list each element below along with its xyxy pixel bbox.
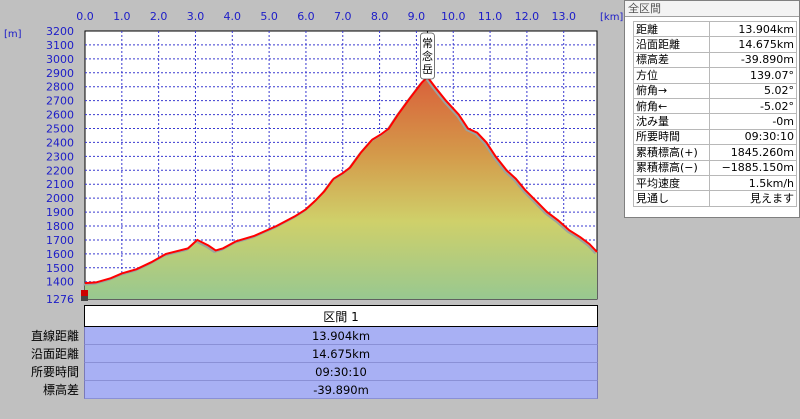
info-panel-header: 全区間 bbox=[625, 1, 799, 17]
y-unit-label: [m] bbox=[4, 29, 22, 40]
y-tick-label: 1800 bbox=[46, 220, 74, 233]
row-label-elevation-diff: 標高差 bbox=[42, 383, 79, 397]
x-tick-label: 1.0 bbox=[113, 10, 131, 23]
y-tick-label: 3200 bbox=[46, 25, 74, 38]
x-axis-ticks: 0.0 1.0 2.0 3.0 4.0 5.0 6.0 7.0 8.0 9.0 10.0 11.0 12… bbox=[76, 10, 576, 23]
x-tick-label: 3.0 bbox=[187, 10, 205, 23]
x-tick-label: 12.0 bbox=[515, 10, 540, 23]
info-value: 14.675km bbox=[708, 36, 797, 53]
y-tick-label: 2900 bbox=[46, 67, 74, 80]
section-table: 区間 1 13.904km 14.675km 09:30:10 -39.890m bbox=[84, 305, 598, 399]
x-tick-label: 7.0 bbox=[334, 10, 352, 23]
info-row: 沿面距離 14.675km bbox=[633, 36, 797, 53]
section-value-straight-distance: 13.904km bbox=[84, 327, 598, 345]
x-tick-label: 4.0 bbox=[224, 10, 242, 23]
y-tick-label: 2500 bbox=[46, 123, 74, 136]
section-value-required-time: 09:30:10 bbox=[84, 363, 598, 381]
y-tick-label: 1600 bbox=[46, 248, 74, 261]
peak-label-char: 念 bbox=[422, 49, 433, 63]
y-tick-label: 1400 bbox=[46, 276, 74, 289]
info-row: 沈み量 -0m bbox=[633, 113, 797, 130]
info-value: 5.02° bbox=[708, 82, 797, 99]
info-value: 1.5km/h bbox=[708, 174, 797, 192]
y-tick-label: 2800 bbox=[46, 81, 74, 94]
peak-marker: 常念岳 bbox=[420, 31, 435, 80]
info-label: 見通し bbox=[633, 190, 710, 207]
x-tick-label: 5.0 bbox=[260, 10, 278, 23]
info-label: 距離 bbox=[633, 20, 710, 38]
info-row: 累積標高(+) 1845.260m bbox=[633, 144, 797, 161]
info-value: 見えます bbox=[708, 190, 797, 207]
y-axis-ticks: 3200310030002900280027002600250024002300… bbox=[46, 25, 74, 306]
x-tick-label: 13.0 bbox=[551, 10, 576, 23]
info-label: 沿面距離 bbox=[633, 36, 710, 53]
y-tick-label: 1500 bbox=[46, 262, 74, 275]
x-tick-label: 0.0 bbox=[76, 10, 94, 23]
info-value: 1845.260m bbox=[708, 144, 797, 161]
info-value: -5.02° bbox=[708, 97, 797, 115]
section-title[interactable]: 区間 1 bbox=[84, 305, 598, 327]
info-panel: 全区間 距離 13.904km 沿面距離 14.675km 標高差 -39.890m 方位 1… bbox=[624, 0, 800, 218]
row-label-straight-distance: 直線距離 bbox=[30, 329, 79, 343]
elevation-area bbox=[85, 77, 597, 299]
peak-label-box bbox=[420, 32, 435, 80]
info-row: 平均速度 1.5km/h bbox=[633, 174, 797, 192]
row-label-required-time: 所要時間 bbox=[30, 365, 79, 379]
info-label: 俯角← bbox=[633, 97, 710, 115]
y-tick-label: 2400 bbox=[46, 136, 74, 149]
info-row: 俯角→ 5.02° bbox=[633, 82, 797, 99]
y-tick-label: 2100 bbox=[46, 178, 74, 191]
peak-label-char: 岳 bbox=[422, 63, 433, 76]
info-label: 沈み量 bbox=[633, 113, 710, 130]
info-row: 俯角← -5.02° bbox=[633, 97, 797, 115]
info-label: 俯角→ bbox=[633, 82, 710, 99]
section-row-labels: 直線距離 沿面距離 所要時間 標高差 bbox=[0, 327, 80, 399]
peak-label-char: 常 bbox=[422, 37, 433, 50]
info-value: −1885.150m bbox=[708, 159, 797, 176]
info-row: 方位 139.07° bbox=[633, 67, 797, 84]
x-tick-label: 6.0 bbox=[297, 10, 315, 23]
info-table: 距離 13.904km 沿面距離 14.675km 標高差 -39.890m 方位 139.0… bbox=[633, 20, 797, 207]
row-label-surface-distance: 沿面距離 bbox=[30, 347, 79, 361]
info-value: -0m bbox=[708, 113, 797, 130]
y-tick-label: 3000 bbox=[46, 53, 74, 66]
info-value: 139.07° bbox=[708, 67, 797, 84]
info-row: 所要時間 09:30:10 bbox=[633, 128, 797, 146]
info-value: 09:30:10 bbox=[708, 128, 797, 146]
y-tick-label: 3100 bbox=[46, 39, 74, 52]
y-tick-label: 2000 bbox=[46, 192, 74, 205]
x-tick-label: 11.0 bbox=[478, 10, 503, 23]
section-value-surface-distance: 14.675km bbox=[84, 345, 598, 363]
y-tick-label: 1700 bbox=[46, 234, 74, 247]
y-tick-label: 2200 bbox=[46, 164, 74, 177]
y-tick-label: 1900 bbox=[46, 206, 74, 219]
info-label: 累積標高(−) bbox=[633, 159, 710, 176]
info-value: -39.890m bbox=[708, 51, 797, 69]
y-tick-label: 2600 bbox=[46, 109, 74, 122]
elevation-line bbox=[84, 75, 598, 285]
info-row: 累積標高(−) −1885.150m bbox=[633, 159, 797, 176]
info-row: 距離 13.904km bbox=[633, 20, 797, 38]
info-label: 累積標高(+) bbox=[633, 144, 710, 161]
info-label: 平均速度 bbox=[633, 174, 710, 192]
y-tick-label: 1276 bbox=[46, 293, 74, 306]
x-unit-label: [km] bbox=[600, 12, 623, 23]
x-tick-label: 2.0 bbox=[150, 10, 168, 23]
info-value: 13.904km bbox=[708, 20, 797, 38]
start-marker-icon bbox=[81, 290, 88, 301]
section-value-elevation-diff: -39.890m bbox=[84, 381, 598, 399]
x-tick-label: 8.0 bbox=[371, 10, 389, 23]
x-tick-label: 9.0 bbox=[408, 10, 426, 23]
info-label: 所要時間 bbox=[633, 128, 710, 146]
y-tick-label: 2300 bbox=[46, 150, 74, 163]
info-label: 方位 bbox=[633, 67, 710, 84]
x-tick-label: 10.0 bbox=[441, 10, 466, 23]
y-tick-label: 2700 bbox=[46, 95, 74, 108]
info-label: 標高差 bbox=[633, 51, 710, 69]
info-row: 標高差 -39.890m bbox=[633, 51, 797, 69]
info-row: 見通し 見えます bbox=[633, 190, 797, 207]
